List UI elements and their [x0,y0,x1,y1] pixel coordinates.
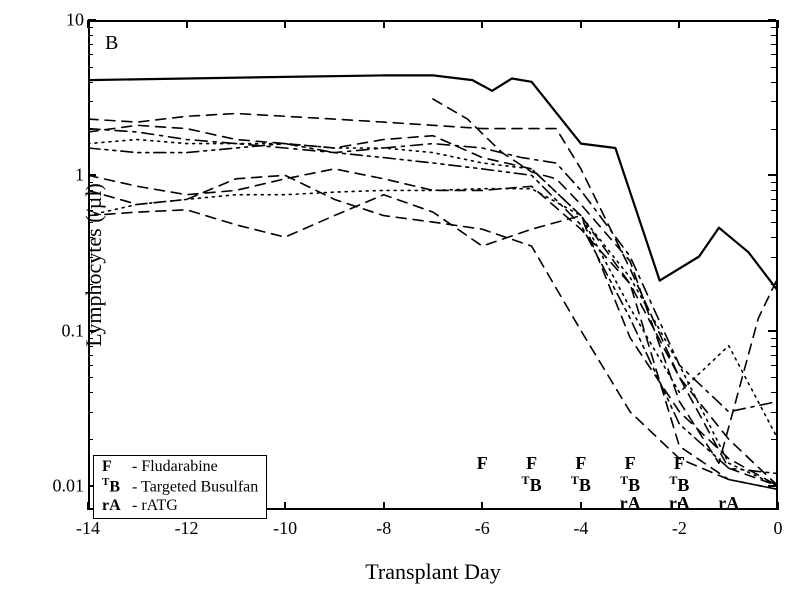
x-tick-label: 0 [774,518,783,539]
series-line [88,114,778,486]
chart-container: Lymphocytes (/µl) Transplant Day B 0.010… [0,0,800,595]
x-tick-label: -4 [573,518,588,539]
y-tick-label: 1 [75,165,84,186]
regimen-marker: F [625,453,636,474]
regimen-marker: F [674,453,685,474]
y-tick-label: 0.1 [62,320,85,341]
legend-item: TB - Targeted Busulfan [102,476,258,497]
x-tick-label: -2 [672,518,687,539]
x-axis-label: Transplant Day [88,559,778,585]
x-tick-label: -10 [273,518,297,539]
series-line [88,75,778,291]
regimen-marker: rA [669,493,690,514]
regimen-marker: rA [718,493,739,514]
regimen-marker: TB [522,473,542,496]
regimen-marker: F [477,453,488,474]
x-tick-label: -8 [376,518,391,539]
regimen-marker: TB [571,473,591,496]
legend-item: rA - rATG [102,497,258,515]
legend-item: F - Fludarabine [102,458,258,476]
series-line [88,175,778,489]
y-tick-label: 10 [66,10,84,31]
x-tick-label: -12 [175,518,199,539]
series-line [88,169,778,486]
y-tick-label: 0.01 [53,475,85,496]
regimen-marker: rA [620,493,641,514]
series-line [88,125,778,486]
series-line [88,195,778,490]
x-tick-label: -6 [475,518,490,539]
regimen-marker: F [526,453,537,474]
series-line [88,140,778,440]
series-line [88,144,778,474]
x-tick-label: -14 [76,518,100,539]
series-line [88,189,778,486]
regimen-marker: F [575,453,586,474]
legend: F - Fludarabine TB - Targeted Busulfan r… [93,455,267,519]
chart-lines [88,20,778,510]
